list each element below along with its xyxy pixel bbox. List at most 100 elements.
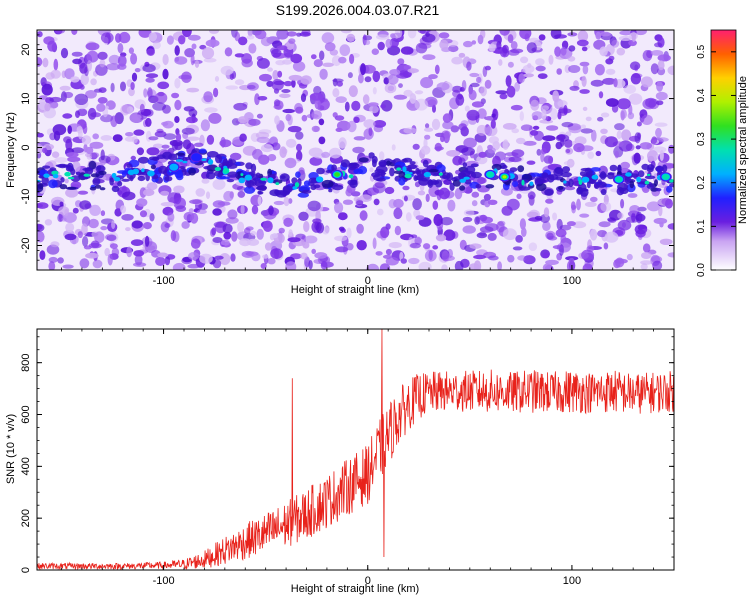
heatmap-blob — [236, 186, 246, 191]
ridge-hot-blob — [275, 182, 280, 186]
heatmap-blob — [37, 31, 43, 38]
heatmap-blob — [432, 200, 439, 210]
heatmap-blob — [359, 194, 372, 202]
heatmap-blob — [121, 191, 136, 201]
heatmap-blob — [515, 137, 526, 145]
ridge-hot-blob — [43, 173, 50, 178]
heatmap-blob — [37, 143, 44, 154]
heatmap-blob — [110, 115, 118, 128]
heatmap-blob — [356, 223, 364, 234]
heatmap-blob — [502, 228, 517, 241]
heatmap-blob — [469, 72, 480, 78]
heatmap-blob — [220, 65, 234, 76]
heatmap-blob — [400, 46, 414, 55]
heatmap-blob — [422, 54, 436, 61]
heatmap-blob — [256, 113, 263, 119]
ridge-hot-blob — [578, 179, 583, 185]
heatmap-blob — [581, 46, 588, 52]
heatmap-blob — [334, 235, 348, 242]
ridge-blob — [328, 188, 333, 193]
heatmap-blob — [646, 201, 661, 212]
heatmap-blob — [138, 30, 152, 38]
heatmap-blob — [373, 198, 380, 206]
colorbar-tick-label: 0.0 — [696, 263, 707, 277]
heatmap-blob — [356, 240, 367, 251]
ridge-blob — [255, 172, 261, 178]
ridge-blob — [442, 172, 451, 180]
heatmap-blob — [37, 57, 43, 67]
colorbar-ticks: 0.0 0.1 0.2 0.3 0.4 0.5 — [696, 44, 736, 277]
ridge-blob — [452, 179, 461, 187]
ridge-blob — [158, 165, 168, 174]
heatmap-blob — [379, 263, 391, 270]
heatmap-blob — [285, 261, 297, 270]
heatmap-blob — [424, 249, 437, 262]
ridge-blob — [470, 171, 482, 179]
heatmap-blob — [64, 68, 75, 80]
heatmap-blob — [598, 221, 611, 228]
heatmap-blob — [507, 254, 515, 263]
ridge-blob — [661, 164, 668, 173]
heatmap-blob — [362, 94, 370, 105]
heatmap-blob — [617, 219, 632, 231]
ridge-blob — [84, 167, 94, 175]
heatmap-blob — [552, 245, 564, 250]
heatmap-blob — [379, 151, 385, 161]
heatmap-blob — [260, 144, 274, 153]
heatmap-blob — [100, 135, 113, 141]
heatmap-blob — [634, 30, 647, 36]
heatmap-blob — [276, 45, 288, 51]
heatmap-blob — [283, 196, 290, 207]
heatmap-blob — [380, 104, 387, 109]
heatmap-blob — [347, 72, 353, 79]
heatmap-blob — [77, 231, 83, 239]
heatmap-blob — [256, 136, 270, 144]
heatmap-blob — [438, 187, 450, 200]
heatmap-blob — [268, 205, 274, 216]
heatmap-blob — [139, 210, 148, 218]
heatmap-blob — [107, 253, 113, 266]
heatmap-blob — [528, 242, 538, 251]
heatmap-blob — [231, 231, 238, 242]
heatmap-blob — [239, 133, 247, 142]
heatmap-blob — [111, 220, 116, 230]
heatmap-blob — [62, 264, 74, 269]
ridge-blob — [655, 188, 662, 192]
ridge-hot-blob — [114, 177, 121, 182]
heatmap-blob — [145, 77, 155, 83]
heatmap-blob — [652, 260, 663, 270]
heatmap-blob — [271, 233, 278, 239]
heatmap-blob — [97, 51, 108, 60]
heatmap-blob — [42, 147, 48, 154]
heatmap-blob — [262, 220, 273, 232]
heatmap-blob — [120, 104, 130, 116]
heatmap-blob — [555, 141, 563, 150]
heatmap-blob — [144, 235, 150, 247]
heatmap-blob — [433, 214, 443, 226]
ridge-hot-blob — [636, 176, 642, 183]
heatmap-blob — [277, 70, 283, 78]
heatmap-blob — [174, 78, 181, 89]
heatmap-blob — [121, 214, 134, 221]
ridge-blob — [398, 177, 406, 186]
heatmap-blob — [288, 229, 293, 237]
heatmap-blob — [616, 47, 626, 56]
ridge-blob — [380, 169, 386, 178]
heatmap-blob — [76, 126, 83, 134]
heatmap-blob — [473, 254, 487, 260]
heatmap-blob — [446, 150, 461, 157]
heatmap-blob — [143, 222, 152, 230]
heatmap-blob — [205, 39, 220, 47]
heatmap-blob — [321, 32, 335, 44]
heatmap-blob — [143, 109, 154, 117]
heatmap-blob — [441, 264, 448, 270]
heatmap-blob — [521, 227, 527, 238]
heatmap-blob — [519, 218, 527, 230]
heatmap-blob — [256, 58, 270, 69]
heatmap-blob — [157, 252, 169, 258]
heatmap-blob — [336, 80, 343, 87]
snr-x-tick-label: 100 — [563, 575, 581, 587]
heatmap-blob — [162, 54, 169, 66]
heatmap-blob — [206, 134, 215, 145]
heatmap-blob — [118, 45, 124, 52]
